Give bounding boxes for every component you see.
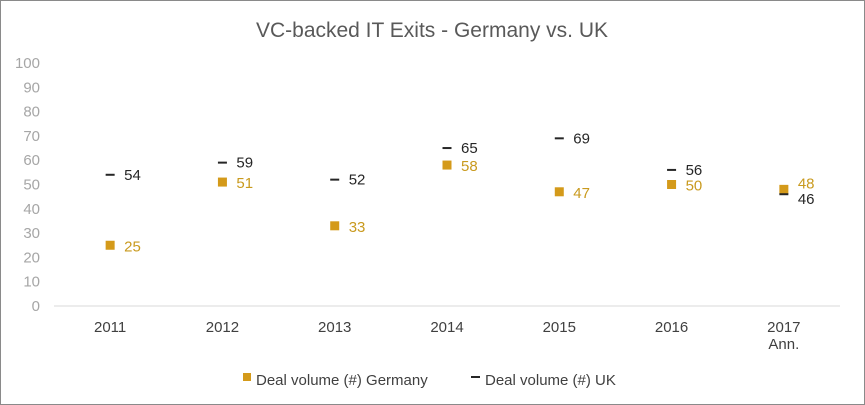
legend: Deal volume (#) Germany Deal volume (#) U…: [243, 372, 616, 389]
x-tick-label: 2011: [94, 319, 126, 336]
germany-data-label: 51: [236, 175, 253, 192]
uk-data-label: 69: [573, 130, 590, 147]
germany-point: [217, 177, 227, 187]
uk-point: [442, 147, 452, 150]
germany-data-label: 25: [124, 238, 141, 255]
y-tick-label: 80: [23, 104, 40, 121]
x-tick-label: 2014: [430, 319, 463, 336]
x-tick-label: 2016: [655, 319, 688, 336]
germany-point: [442, 160, 452, 170]
uk-point: [554, 137, 564, 140]
uk-data-label: 56: [686, 162, 703, 179]
x-tick-label: 2013: [318, 319, 351, 336]
uk-point: [330, 178, 340, 181]
germany-point: [554, 187, 564, 197]
y-tick-label: 50: [23, 177, 40, 194]
uk-data-label: 54: [124, 167, 141, 184]
uk-point: [779, 193, 789, 196]
y-tick-label: 100: [15, 55, 40, 72]
y-tick-label: 20: [23, 249, 40, 266]
y-axis: 0 10 20 30 40 50 60 70 80 90 100: [15, 55, 40, 315]
uk-data-label: 65: [461, 140, 478, 157]
germany-data-label: 33: [349, 219, 366, 236]
germany-data-label: 47: [573, 185, 590, 202]
legend-uk-marker: [471, 376, 480, 378]
uk-data-label: 59: [236, 155, 253, 172]
uk-point: [105, 173, 115, 176]
chart-title: VC-backed IT Exits - Germany vs. UK: [256, 19, 608, 42]
x-tick-label: 2015: [543, 319, 576, 336]
germany-data-label: 48: [798, 175, 815, 192]
germany-data-label: 50: [686, 178, 703, 195]
y-tick-label: 60: [23, 152, 40, 169]
germany-point: [779, 184, 789, 194]
y-tick-label: 30: [23, 225, 40, 242]
legend-germany-marker: [243, 373, 251, 381]
uk-point: [217, 161, 227, 164]
y-tick-label: 90: [23, 79, 40, 96]
y-tick-label: 10: [23, 274, 40, 291]
uk-data-label: 52: [349, 172, 366, 189]
x-tick-label: 2017: [767, 319, 800, 336]
uk-point: [667, 168, 677, 171]
germany-data-label: 58: [461, 158, 478, 175]
legend-germany-label: Deal volume (#) Germany: [256, 372, 428, 389]
germany-point: [105, 240, 115, 250]
uk-data-label: 46: [798, 191, 815, 208]
y-tick-label: 70: [23, 128, 40, 145]
y-tick-label: 40: [23, 201, 40, 218]
y-tick-label: 0: [32, 298, 40, 315]
germany-point: [667, 180, 677, 189]
x-tick-label: 2012: [206, 319, 239, 336]
germany-point: [330, 221, 340, 231]
legend-uk-label: Deal volume (#) UK: [485, 372, 616, 389]
x-tick-label: Ann.: [768, 336, 799, 353]
